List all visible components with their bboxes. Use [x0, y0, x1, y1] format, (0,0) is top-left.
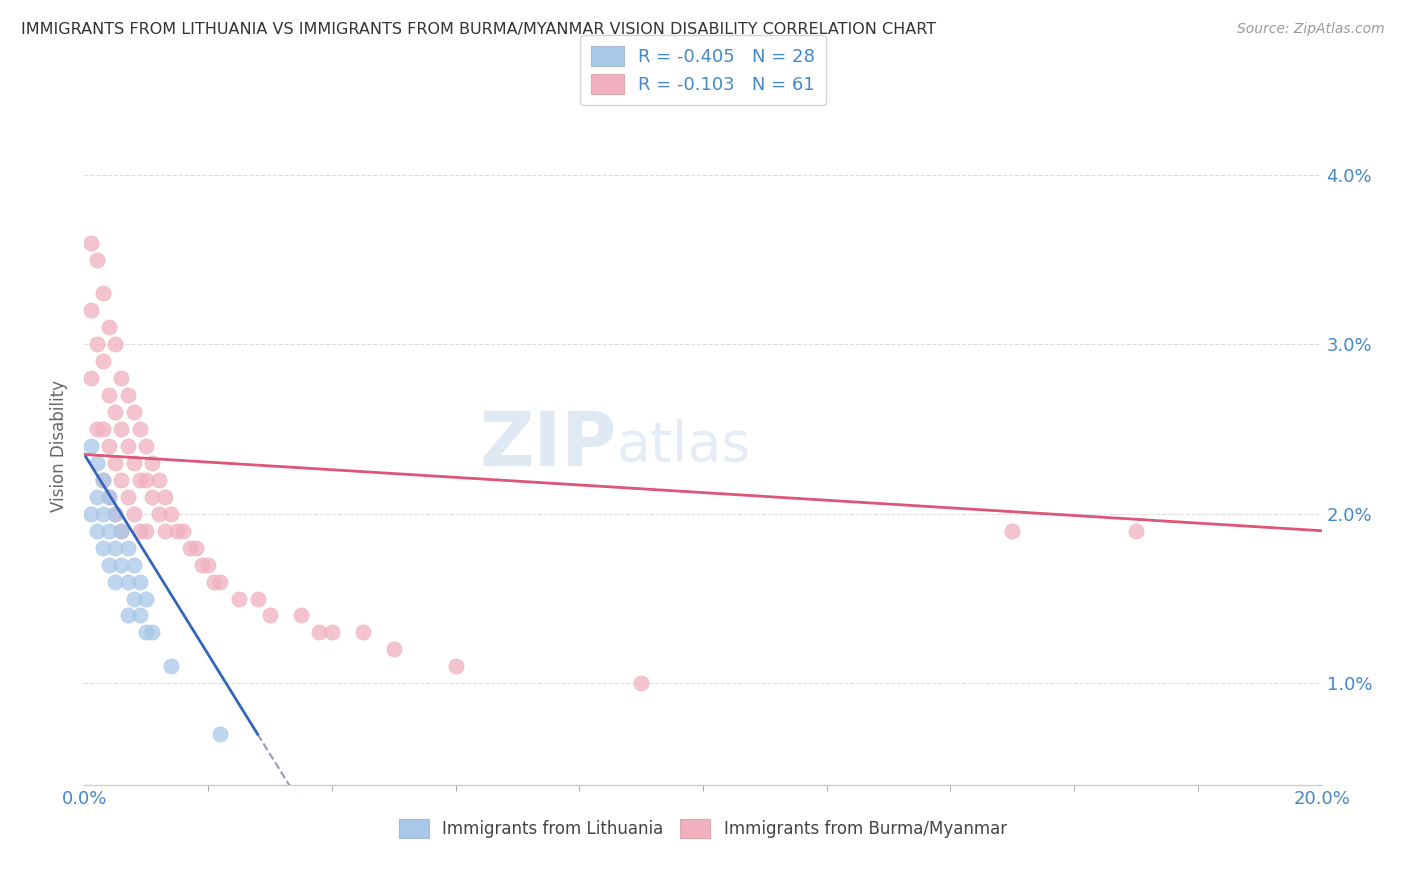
Point: [104, 507, 127, 521]
Text: IMMIGRANTS FROM LITHUANIA VS IMMIGRANTS FROM BURMA/MYANMAR VISION DISABILITY COR: IMMIGRANTS FROM LITHUANIA VS IMMIGRANTS …: [21, 22, 936, 37]
Point: [86, 252, 108, 267]
Point: [148, 507, 170, 521]
Point: [104, 405, 127, 419]
Point: [110, 473, 132, 487]
Text: Source: ZipAtlas.com: Source: ZipAtlas.com: [1237, 22, 1385, 37]
Point: [91, 507, 114, 521]
Point: [104, 574, 127, 589]
Point: [135, 625, 157, 640]
Point: [98, 439, 121, 453]
Point: [160, 659, 183, 673]
Point: [104, 541, 127, 555]
Point: [98, 490, 121, 504]
Point: [352, 625, 374, 640]
Point: [91, 422, 114, 436]
Point: [79, 439, 101, 453]
Point: [122, 591, 145, 606]
Point: [153, 524, 176, 538]
Text: atlas: atlas: [616, 419, 751, 473]
Point: [110, 371, 132, 385]
Point: [122, 405, 145, 419]
Point: [129, 422, 152, 436]
Point: [246, 591, 269, 606]
Point: [122, 456, 145, 470]
Point: [122, 558, 145, 572]
Point: [259, 608, 281, 623]
Point: [91, 473, 114, 487]
Point: [98, 388, 121, 402]
Point: [202, 574, 225, 589]
Point: [79, 507, 101, 521]
Point: [135, 473, 157, 487]
Point: [148, 473, 170, 487]
Point: [135, 439, 157, 453]
Point: [129, 473, 152, 487]
Point: [91, 354, 114, 368]
Point: [209, 574, 232, 589]
Point: [308, 625, 330, 640]
Point: [91, 473, 114, 487]
Point: [122, 507, 145, 521]
Point: [1001, 524, 1024, 538]
Point: [209, 727, 232, 741]
Point: [129, 574, 152, 589]
Point: [290, 608, 312, 623]
Point: [184, 541, 207, 555]
Point: [321, 625, 343, 640]
Point: [110, 422, 132, 436]
Point: [79, 235, 101, 250]
Y-axis label: Vision Disability: Vision Disability: [49, 380, 67, 512]
Point: [135, 524, 157, 538]
Point: [117, 608, 139, 623]
Point: [104, 337, 127, 351]
Point: [110, 524, 132, 538]
Point: [166, 524, 188, 538]
Point: [382, 642, 405, 657]
Point: [129, 608, 152, 623]
Point: [104, 507, 127, 521]
Point: [86, 456, 108, 470]
Point: [630, 676, 652, 690]
Point: [179, 541, 201, 555]
Point: [141, 456, 163, 470]
Point: [160, 507, 183, 521]
Point: [98, 558, 121, 572]
Text: ZIP: ZIP: [479, 409, 616, 483]
Point: [117, 490, 139, 504]
Point: [141, 625, 163, 640]
Point: [79, 371, 101, 385]
Point: [110, 558, 132, 572]
Point: [79, 303, 101, 318]
Point: [117, 574, 139, 589]
Point: [444, 659, 467, 673]
Point: [98, 524, 121, 538]
Point: [104, 456, 127, 470]
Point: [141, 490, 163, 504]
Point: [98, 320, 121, 334]
Point: [117, 439, 139, 453]
Point: [86, 490, 108, 504]
Point: [1125, 524, 1147, 538]
Point: [86, 524, 108, 538]
Point: [117, 541, 139, 555]
Point: [86, 422, 108, 436]
Legend: Immigrants from Lithuania, Immigrants from Burma/Myanmar: Immigrants from Lithuania, Immigrants fr…: [392, 812, 1014, 845]
Point: [172, 524, 194, 538]
Point: [129, 524, 152, 538]
Point: [191, 558, 214, 572]
Point: [197, 558, 219, 572]
Point: [228, 591, 250, 606]
Point: [86, 337, 108, 351]
Point: [98, 490, 121, 504]
Point: [135, 591, 157, 606]
Point: [91, 541, 114, 555]
Point: [117, 388, 139, 402]
Point: [110, 524, 132, 538]
Point: [91, 286, 114, 301]
Point: [153, 490, 176, 504]
